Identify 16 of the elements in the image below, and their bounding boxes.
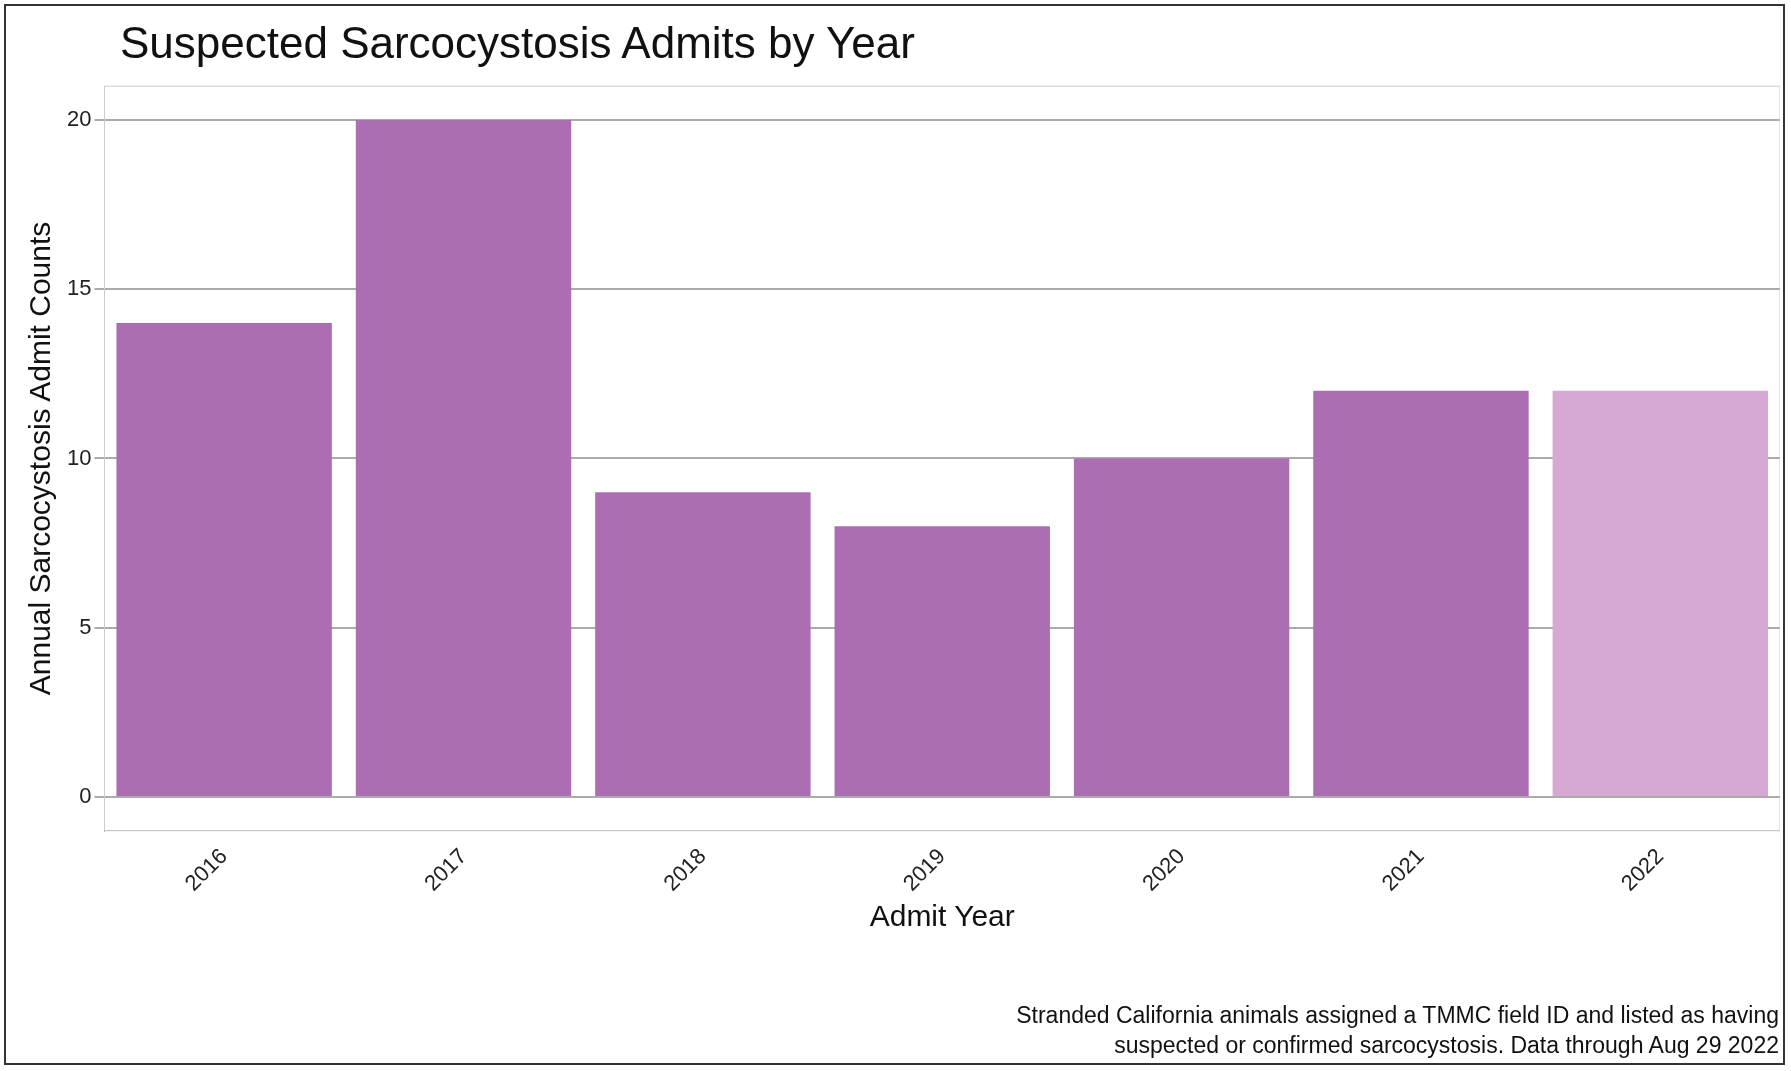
text: Stranded California animals assigned a TMMC field ID and listed as having suspected or confirmed sarcocystosis. Data through Aug 29 2022 — [1016, 1001, 1779, 1060]
bar — [1552, 390, 1769, 796]
y-axis-title: Annual Sarcocystosis Admit Counts — [23, 221, 57, 696]
chart-title: Suspected Sarcocystosis Admits by Year — [120, 18, 915, 68]
bar — [116, 323, 332, 796]
bar — [595, 492, 811, 796]
y-tick-label: 10 — [66, 444, 92, 470]
y-tick-label: 15 — [66, 275, 92, 301]
y-tick-label: 5 — [79, 613, 92, 639]
bar — [1313, 390, 1529, 796]
bar — [834, 526, 1050, 796]
bar — [1073, 458, 1290, 796]
y-tick-label: 20 — [66, 106, 92, 132]
y-tick-label: 0 — [79, 782, 92, 808]
x-axis-title: Admit Year — [869, 899, 1015, 933]
bar — [355, 120, 572, 796]
